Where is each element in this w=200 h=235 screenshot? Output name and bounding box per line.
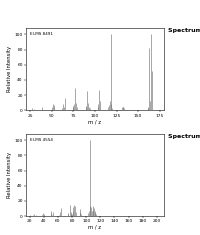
Text: Spectrum 1: Spectrum 1 [168, 28, 200, 33]
Text: EI-MS 4554: EI-MS 4554 [30, 138, 53, 142]
Text: EI-MS 8491: EI-MS 8491 [30, 32, 53, 36]
Y-axis label: Relative Intensity: Relative Intensity [7, 46, 12, 92]
Y-axis label: Relative Intensity: Relative Intensity [7, 152, 12, 198]
X-axis label: m / z: m / z [88, 225, 102, 230]
Text: Spectrum 2: Spectrum 2 [168, 134, 200, 139]
X-axis label: m / z: m / z [88, 119, 102, 124]
